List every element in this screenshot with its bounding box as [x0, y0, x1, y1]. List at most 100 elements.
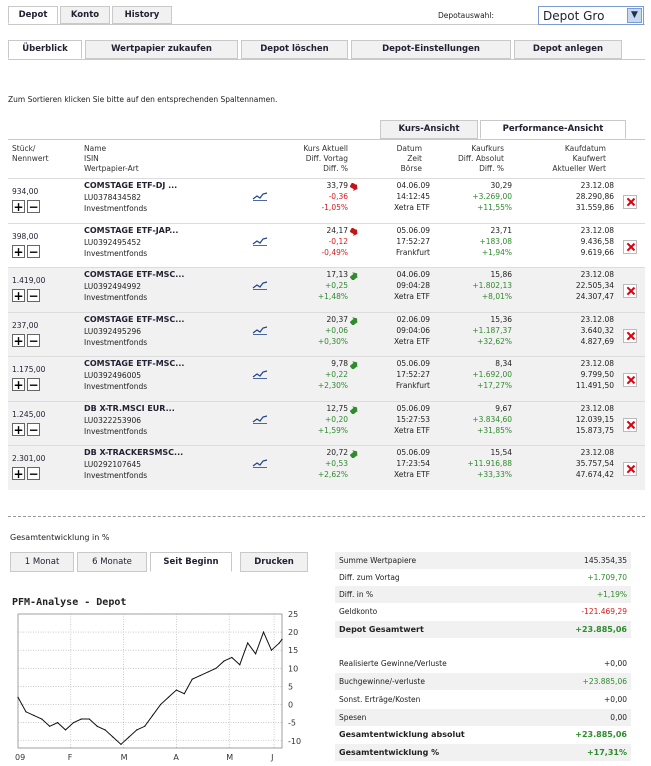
tab-wertpapier-zukaufen[interactable]: Wertpapier zukaufen [85, 40, 238, 59]
delete-button[interactable] [623, 417, 637, 432]
tab-seit-beginn[interactable]: Seit Beginn [150, 552, 232, 572]
isin: LU0392496005 [84, 371, 142, 380]
minus-button[interactable]: − [27, 289, 40, 303]
plus-button[interactable]: + [12, 467, 25, 481]
tab-performance-ansicht[interactable]: Performance-Ansicht [480, 120, 626, 139]
trend-arrow-icon [350, 316, 358, 325]
diff-absolut: +1.692,00 [472, 370, 512, 379]
plus-button[interactable]: + [12, 333, 25, 348]
header-datum[interactable]: Datum Zeit Börse [362, 144, 422, 174]
kaufwert: 22.505,34 [575, 281, 614, 290]
summary-row: Depot Gesamtwert +23.885,06 [335, 621, 631, 638]
trend-arrow-icon [350, 450, 358, 458]
zeit: 17:52:27 [396, 370, 430, 379]
delete-button[interactable] [623, 462, 637, 476]
header-name[interactable]: Name ISIN Wertpapier-Art [84, 144, 139, 174]
data-point [17, 696, 19, 698]
minus-button[interactable]: − [27, 378, 40, 392]
tab-depot-anlegen[interactable]: Depot anlegen [514, 40, 622, 59]
minus-button[interactable]: − [27, 333, 40, 348]
delete-button[interactable] [623, 195, 637, 209]
summary-row: Summe Wertpapiere 145.354,35 [335, 552, 631, 569]
security-name-link[interactable]: DB X-TRACKERSMSC... [84, 448, 184, 457]
tab-depot-einstellungen[interactable]: Depot-Einstellungen [351, 40, 511, 59]
header-kaufdatum[interactable]: Kaufdatum Kaufwert Aktueller Wert [510, 144, 606, 174]
plus-button[interactable]: + [12, 422, 25, 437]
kaufkurs: 30,29 [490, 181, 512, 190]
isin: LU0392495452 [84, 237, 142, 247]
tab-kurs-ansicht[interactable]: Kurs-Ansicht [380, 120, 478, 139]
pfm-chart: 25 20 15 10 5 0 -5 -10 09 F M A M J [15, 610, 301, 762]
diff-absolut: +3.834,60 [472, 414, 512, 424]
security-name-link[interactable]: COMSTAGE ETF-DJ ... [84, 181, 178, 190]
datum-values: 05.06.09 17:23:54 Xetra ETF [364, 447, 430, 480]
data-point [33, 714, 35, 717]
tab-1-monat[interactable]: 1 Monat [10, 552, 74, 572]
security-name-link[interactable]: DB X-TR.MSCI EUR... [84, 403, 175, 413]
datum-values: 04.06.09 14:12:45 Xetra ETF [364, 180, 430, 213]
security-type: Investmentfonds [84, 293, 148, 302]
chart-icon[interactable] [252, 325, 268, 335]
kurs-aktuell: 33,79 [326, 181, 348, 190]
plus-button[interactable]: + [12, 378, 25, 392]
y-tick-label: 5 [288, 682, 293, 691]
tab-depot[interactable]: Depot [8, 6, 58, 24]
header-kurs[interactable]: Kurs Aktuell Diff. Vortag Diff. % [270, 144, 348, 174]
x-tick-label: F [68, 753, 73, 762]
data-point [167, 696, 170, 698]
summary-row: Sonst. Erträge/Kosten +0,00 [335, 691, 631, 708]
chart-icon[interactable] [252, 458, 268, 468]
header-stueck[interactable]: Stück/ Nennwert [12, 144, 49, 164]
chart-icon[interactable] [252, 369, 268, 379]
tab-ueberblick[interactable]: Überblick [8, 40, 82, 59]
zeit: 17:52:27 [396, 236, 430, 246]
plus-button[interactable]: + [12, 289, 25, 303]
summary-label: Sonst. Erträge/Kosten [339, 695, 421, 704]
delete-button[interactable] [623, 328, 637, 343]
minus-button[interactable]: − [27, 467, 40, 481]
summary-row: Diff. in % +1,19% [335, 586, 631, 603]
chevron-down-icon[interactable]: ▼ [627, 8, 642, 23]
datum-values: 05.06.09 17:52:27 Frankfurt [364, 225, 430, 258]
diff-pct: +1,59% [317, 425, 348, 435]
chart-icon[interactable] [252, 280, 268, 290]
summary-row: Gesamtentwicklung % +17,31% [335, 744, 631, 761]
diff-pct: +2,30% [317, 381, 348, 390]
minus-button[interactable]: − [27, 200, 40, 214]
plus-button[interactable]: + [12, 244, 25, 259]
security-name-link[interactable]: COMSTAGE ETF-JAP... [84, 225, 179, 235]
header-kaufkurs[interactable]: Kaufkurs Diff. Absolut Diff. % [430, 144, 504, 174]
kurs-values: 33,79 -0,36 -1,05% [278, 180, 348, 213]
tab-history[interactable]: History [112, 6, 172, 24]
delete-button[interactable] [623, 373, 637, 387]
security-name-link[interactable]: COMSTAGE ETF-MSC... [84, 359, 185, 368]
kaufkurs-values: 23,71 +183,08 +1,94% [432, 225, 512, 258]
delete-button[interactable] [623, 284, 637, 298]
data-point [223, 660, 225, 662]
tab-depot-loeschen[interactable]: Depot löschen [241, 40, 348, 59]
chart-icon[interactable] [252, 236, 268, 246]
security-type: Investmentfonds [84, 426, 148, 436]
delete-button[interactable] [623, 239, 637, 254]
pfm-title: PFM-Analyse - Depot [12, 597, 127, 608]
tab-6-monate[interactable]: 6 Monate [77, 552, 147, 572]
security-name-link[interactable]: COMSTAGE ETF-MSC... [84, 270, 185, 279]
kaufwert: 35.757,54 [575, 459, 614, 468]
chart-icon[interactable] [252, 191, 268, 201]
minus-button[interactable]: − [27, 244, 40, 259]
data-point [270, 649, 273, 651]
tab-konto[interactable]: Konto [60, 6, 110, 24]
minus-button[interactable]: − [27, 422, 40, 437]
security-name-link[interactable]: COMSTAGE ETF-MSC... [84, 314, 185, 324]
chart-icon[interactable] [252, 414, 268, 424]
summary-row: Gesamtentwicklung absolut +23.885,06 [335, 726, 631, 743]
summary-label: Depot Gesamtwert [339, 625, 424, 634]
print-button[interactable]: Drucken [240, 552, 308, 572]
kaufdatum-values: 23.12.08 28.290,86 31.559,86 [518, 180, 614, 213]
plus-button[interactable]: + [12, 200, 25, 214]
depot-select[interactable]: Depot Gro ▼ [538, 6, 644, 25]
table-row: 1.245,00 + − DB X-TR.MSCI EUR... LU03222… [8, 400, 645, 446]
summary-label: Spesen [339, 713, 367, 722]
amount: 237,00 [12, 320, 39, 330]
diff-pct: +0,30% [317, 336, 348, 346]
